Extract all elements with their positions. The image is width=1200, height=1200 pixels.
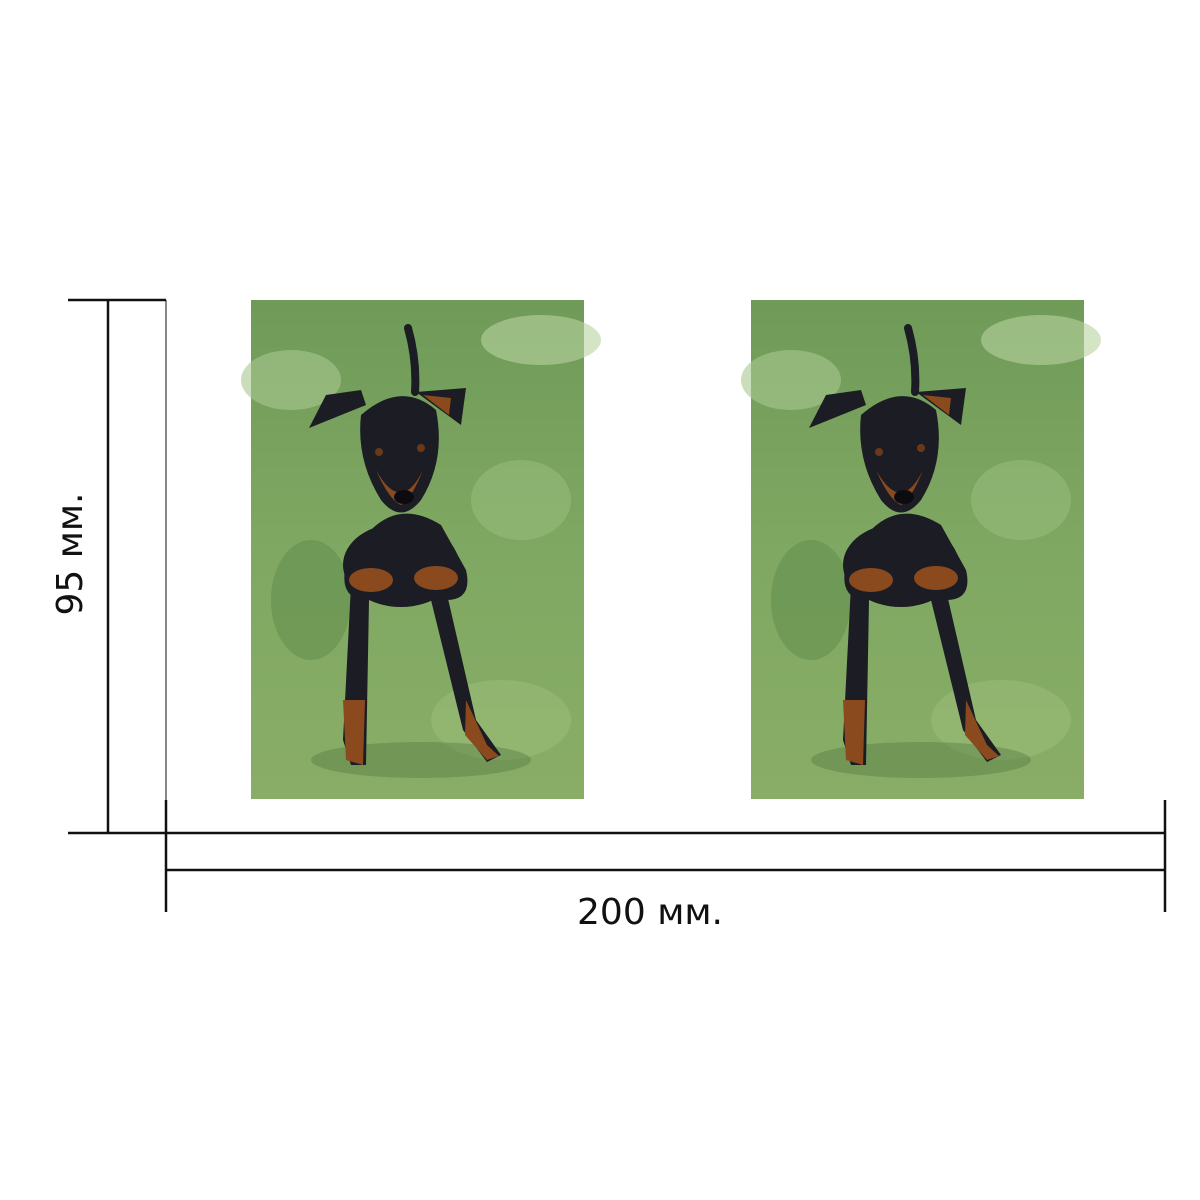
width-label: 200 мм. [577,892,723,933]
product-photo [241,300,601,799]
product-photo [741,300,1101,799]
dimension-lines [68,298,1167,912]
height-label: 95 мм. [50,492,91,615]
